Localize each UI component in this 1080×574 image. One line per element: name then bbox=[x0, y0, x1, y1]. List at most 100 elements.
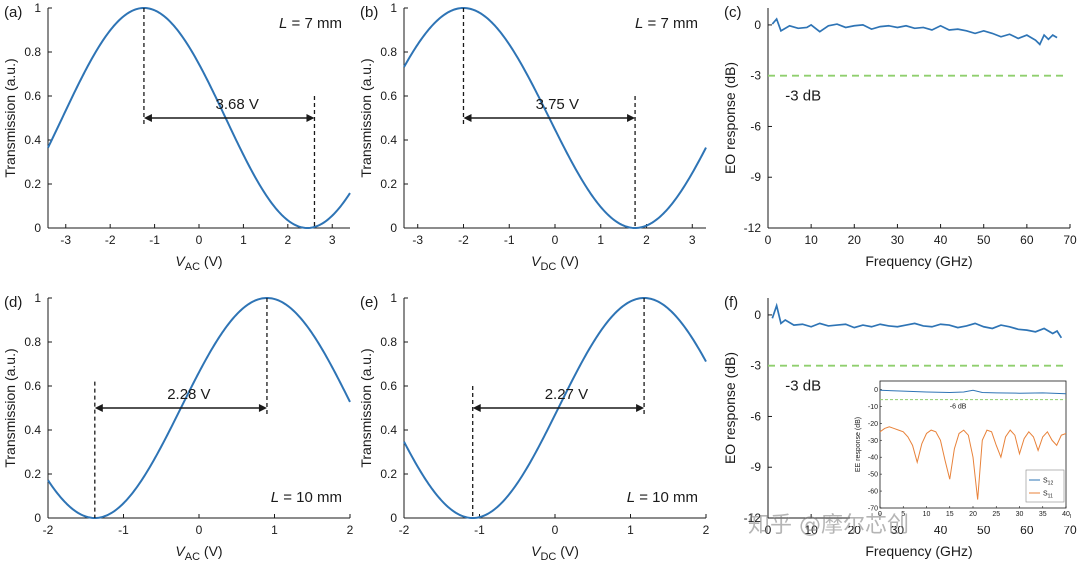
x-tick-label: 0 bbox=[552, 523, 559, 537]
x-tick-label: 1 bbox=[627, 523, 634, 537]
panel-label: (a) bbox=[4, 4, 22, 21]
x-tick-label: 2 bbox=[703, 523, 710, 537]
x-axis-unit: (V) bbox=[200, 253, 223, 269]
x-tick-label: 2 bbox=[643, 233, 650, 247]
length-value: = 7 mm bbox=[287, 15, 342, 32]
x-tick-label: -1 bbox=[504, 233, 515, 247]
x-axis-label: Frequency (GHz) bbox=[865, 253, 972, 269]
eo-response-line bbox=[771, 17, 1058, 46]
x-tick-label: 3 bbox=[689, 233, 696, 247]
inset-legend-base: S bbox=[1043, 478, 1048, 485]
arrowhead-left bbox=[463, 114, 472, 122]
arrowhead-right bbox=[636, 404, 645, 412]
y-tick-label: 0.2 bbox=[380, 467, 397, 481]
x-tick-label: 50 bbox=[977, 523, 991, 537]
y-tick-label: 0.6 bbox=[380, 89, 397, 103]
x-tick-label: 20 bbox=[848, 523, 862, 537]
y-tick-label: -3 bbox=[750, 359, 761, 373]
y-tick-label: 0.6 bbox=[24, 89, 41, 103]
inset-chart: 0-10-20-30-40-50-60-700 5 10 15 20 25 30 35 40EE… bbox=[850, 373, 1070, 526]
x-tick-label: 10 bbox=[804, 523, 818, 537]
inset-minus-6db-label: -6 dB bbox=[950, 404, 967, 411]
y-tick-label: -9 bbox=[750, 170, 761, 184]
panel-e: -2 -1 0 1 2 0 0.2 0.4 0.6 0.8 1 (e) Transmission (a.… bbox=[358, 291, 710, 563]
watermark: 知乎 @摩尔芯创 bbox=[748, 513, 909, 538]
inset-x-tick-label: 5 bbox=[901, 511, 905, 518]
x-tick-label: -2 bbox=[458, 233, 469, 247]
x-tick-label: 30 bbox=[891, 233, 905, 247]
x-tick-label: -1 bbox=[149, 233, 160, 247]
y-tick-label: -3 bbox=[750, 69, 761, 83]
y-tick-label: 1 bbox=[34, 1, 41, 15]
length-symbol: L bbox=[279, 15, 287, 32]
inset-legend-label: S12 bbox=[1043, 478, 1053, 487]
y-tick-label: 0 bbox=[390, 511, 397, 525]
y-tick-label: -9 bbox=[750, 460, 761, 474]
x-axis-var: V bbox=[175, 253, 186, 269]
transmission-curve bbox=[47, 6, 351, 230]
half-wave-voltage-label: 3.75 V bbox=[536, 96, 579, 113]
panel-b: -3 -2 -1 0 1 2 3 0 0.2 0.4 0.6 0.8 1 (b) Transmission … bbox=[358, 1, 707, 273]
x-tick-label: 1 bbox=[271, 523, 278, 537]
y-tick-label: 0.4 bbox=[380, 133, 397, 147]
inset-x-tick-label: 0 bbox=[878, 511, 882, 518]
inset-legend bbox=[1025, 469, 1065, 503]
panel-label: (e) bbox=[360, 294, 378, 311]
length-label: L = 7 mm bbox=[279, 15, 342, 32]
x-tick-label: 60 bbox=[1020, 233, 1034, 247]
y-tick-label: -12 bbox=[744, 221, 762, 235]
length-symbol: L bbox=[635, 15, 643, 32]
x-tick-label: 3 bbox=[329, 233, 336, 247]
panel-label: (c) bbox=[724, 4, 742, 21]
y-tick-label: 0.8 bbox=[24, 335, 41, 349]
x-tick-label: -1 bbox=[474, 523, 485, 537]
y-tick-label: -12 bbox=[744, 511, 762, 525]
x-tick-label: 50 bbox=[977, 233, 991, 247]
inset-y-tick-label: -60 bbox=[868, 489, 878, 496]
y-tick-label: 0.8 bbox=[24, 45, 41, 59]
y-tick-label: 0.6 bbox=[24, 379, 41, 393]
arrowhead-right bbox=[627, 114, 636, 122]
y-tick-label: 0.4 bbox=[24, 423, 41, 437]
length-value: = 10 mm bbox=[635, 489, 698, 506]
x-tick-label: 40 bbox=[934, 233, 948, 247]
x-tick-label: 10 bbox=[804, 233, 818, 247]
transmission-curve bbox=[47, 297, 351, 520]
y-tick-label: 0.8 bbox=[380, 335, 397, 349]
y-tick-label: 1 bbox=[390, 1, 397, 15]
inset-x-tick-label: 35 bbox=[1039, 511, 1047, 518]
arrowhead-left bbox=[94, 404, 103, 412]
x-tick-label: -2 bbox=[105, 233, 116, 247]
inset-x-tick-label: 20 bbox=[969, 511, 977, 518]
inset-x-tick-label: 10 bbox=[923, 511, 931, 518]
inset-series-s12 bbox=[879, 389, 1067, 395]
x-axis-var: V bbox=[531, 253, 542, 269]
x-axis-subscript: DC bbox=[540, 261, 556, 273]
y-axis-label: EO response (dB) bbox=[722, 62, 738, 174]
inset-x-tick-label: 15 bbox=[946, 511, 954, 518]
x-tick-label: -2 bbox=[43, 523, 54, 537]
x-tick-label: 30 bbox=[891, 523, 905, 537]
y-axis-label: EO response (dB) bbox=[722, 352, 738, 464]
inset-y-tick-label: -20 bbox=[868, 421, 878, 428]
x-tick-label: 60 bbox=[1020, 523, 1034, 537]
panel-label: (b) bbox=[360, 4, 378, 21]
x-tick-label: 40 bbox=[934, 523, 948, 537]
inset-y-tick-label: -10 bbox=[868, 404, 878, 411]
inset-background bbox=[850, 373, 1070, 526]
transmission-curve bbox=[403, 296, 707, 520]
x-tick-label: -3 bbox=[412, 233, 423, 247]
length-label: L = 10 mm bbox=[271, 489, 342, 506]
y-tick-label: 1 bbox=[390, 291, 397, 305]
x-tick-label: -3 bbox=[60, 233, 71, 247]
length-label: L = 7 mm bbox=[635, 15, 698, 32]
x-axis-subscript: DC bbox=[540, 551, 556, 563]
y-tick-label: 0 bbox=[34, 511, 41, 525]
x-axis-var: V bbox=[175, 543, 186, 559]
minus-3db-label: -3 dB bbox=[785, 88, 821, 105]
inset-y-tick-label: -70 bbox=[868, 506, 878, 513]
panel-a: -3 -2 -1 0 1 2 3 0 0.2 0.4 0.6 0.8 1 (a) Transmission … bbox=[2, 1, 351, 273]
inset-y-tick-label: -40 bbox=[868, 455, 878, 462]
y-tick-label: 1 bbox=[34, 291, 41, 305]
x-axis-var: V bbox=[531, 543, 542, 559]
